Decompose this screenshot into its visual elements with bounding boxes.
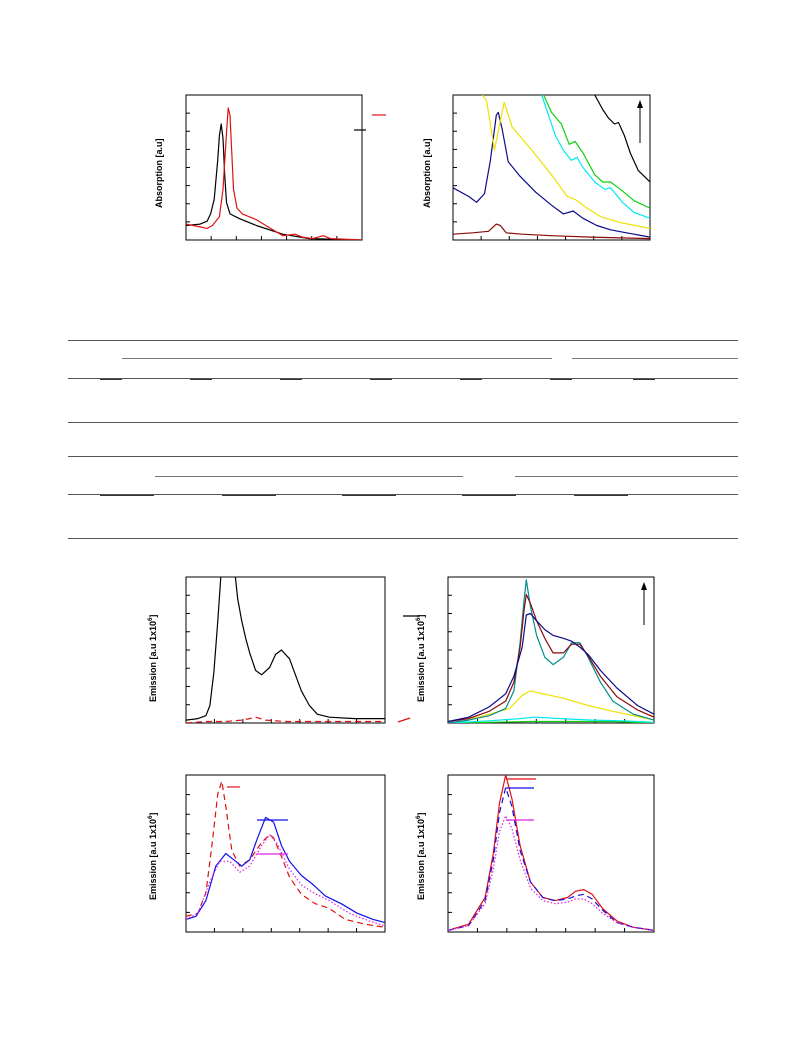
table-rule (190, 379, 212, 380)
series-line-navy (453, 111, 650, 238)
table-rule (515, 476, 738, 477)
plot-frame (452, 94, 651, 241)
series-line-magenta (186, 834, 385, 927)
series-line-green (543, 95, 650, 209)
table-rule (68, 378, 738, 379)
table-rule (68, 494, 738, 495)
series-group (453, 95, 650, 240)
series-line-blue (448, 787, 654, 931)
plot-svg (185, 576, 420, 724)
table-rule (68, 340, 738, 341)
plot-svg (452, 94, 651, 241)
series-line-red (186, 780, 385, 928)
table-rule (462, 495, 516, 496)
table-rule (155, 476, 463, 477)
series-line-darkred (453, 223, 650, 240)
plot-svg (185, 774, 386, 933)
series-line-cyan (448, 716, 654, 723)
increase-arrow-head (641, 582, 647, 590)
table-rule (370, 379, 392, 380)
series-line-navy (448, 612, 654, 723)
plot-svg (447, 576, 655, 724)
series-line-teal (448, 579, 654, 723)
series-line-red (448, 775, 654, 931)
absorption-plot-b: Absorption [a.u] (408, 90, 668, 250)
table-rule (68, 538, 738, 539)
table-rule (280, 379, 302, 380)
series-line-black (186, 123, 362, 240)
legend-marker-line (397, 717, 411, 723)
series-group (448, 579, 654, 723)
emission-plot-d: Emission [a.u 1x106] (408, 770, 668, 940)
series-line-magenta (448, 815, 654, 931)
plot-svg (447, 774, 655, 933)
series-line-yellow (448, 690, 654, 723)
emission-plot-c: Emission [a.u 1x106] (140, 770, 400, 940)
table-rule (122, 358, 552, 359)
plot-svg (185, 94, 386, 241)
table-rule (633, 379, 655, 380)
table-rule (460, 379, 482, 380)
emission-plot-a: Emission [a.u 1x106] (140, 572, 420, 732)
series-line-yellow (482, 95, 650, 229)
series-line-darkred (448, 593, 654, 723)
table-rule (100, 495, 154, 496)
table-rule (68, 422, 738, 423)
series-line-green (448, 720, 654, 723)
series-line-cyan (541, 95, 650, 219)
series-group (186, 107, 362, 240)
table-rule (100, 379, 122, 380)
series-line-red (186, 716, 385, 723)
increase-arrow-head (637, 100, 643, 108)
plot-frame (185, 94, 363, 241)
series-group (448, 775, 654, 931)
table-rule (550, 379, 572, 380)
table-rule (572, 358, 738, 359)
series-group (186, 577, 385, 723)
series-line-red (186, 107, 362, 240)
table-rule (342, 495, 396, 496)
emission-plot-b: Emission [a.u 1x106] (408, 572, 668, 732)
table-rule (574, 495, 628, 496)
absorption-plot-a: Absorption [a.u] (140, 90, 400, 250)
table-rule (222, 495, 276, 496)
series-line-black (186, 577, 385, 721)
table-rule (68, 456, 738, 457)
series-line-black (594, 95, 650, 183)
